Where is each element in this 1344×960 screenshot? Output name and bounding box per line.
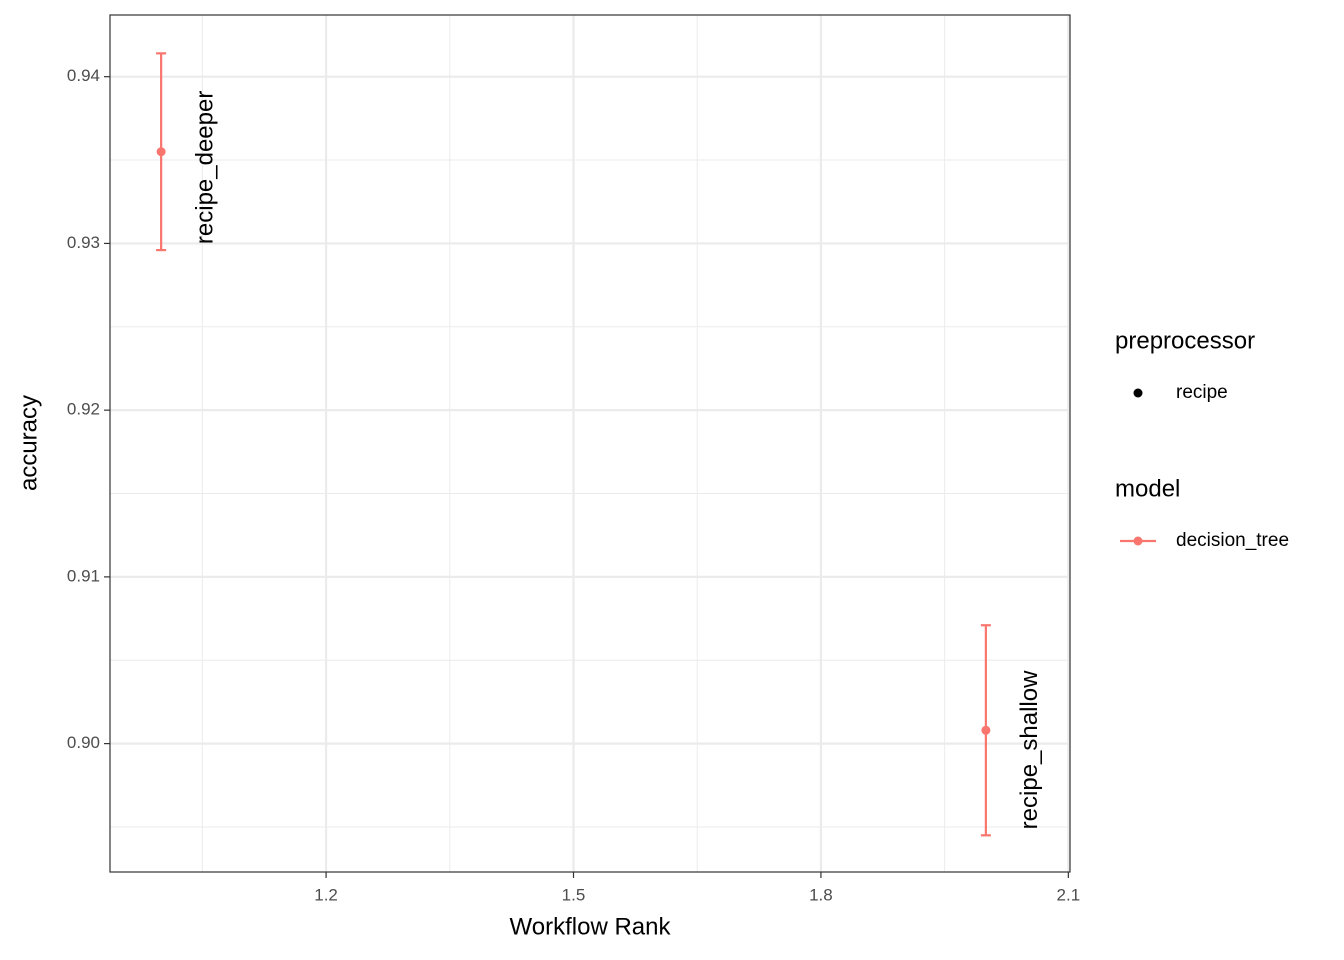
data-label: recipe_shallow bbox=[1016, 670, 1043, 829]
y-tick-label: 0.91 bbox=[67, 566, 100, 585]
legend-title: model bbox=[1115, 475, 1180, 502]
legend-label: decision_tree bbox=[1176, 530, 1289, 551]
x-tick-label: 1.5 bbox=[562, 885, 586, 904]
y-tick-label: 0.94 bbox=[67, 66, 100, 85]
legend-label: recipe bbox=[1176, 382, 1228, 403]
y-tick-label: 0.93 bbox=[67, 233, 100, 252]
point bbox=[156, 147, 166, 157]
x-tick-label: 1.8 bbox=[809, 885, 833, 904]
y-axis-title: accuracy bbox=[15, 395, 42, 491]
legend-point bbox=[1133, 388, 1143, 398]
y-tick-label: 0.90 bbox=[67, 733, 100, 752]
y-tick-label: 0.92 bbox=[67, 400, 100, 419]
legend-title: preprocessor bbox=[1115, 327, 1255, 354]
legend-point bbox=[1133, 536, 1143, 546]
point bbox=[981, 725, 991, 735]
data-label: recipe_deeper bbox=[191, 91, 218, 244]
panel bbox=[110, 15, 1070, 872]
panel-border bbox=[109, 14, 1071, 873]
x-tick-label: 1.2 bbox=[314, 885, 338, 904]
x-axis-title: Workflow Rank bbox=[510, 913, 672, 940]
x-tick-label: 2.1 bbox=[1057, 885, 1081, 904]
